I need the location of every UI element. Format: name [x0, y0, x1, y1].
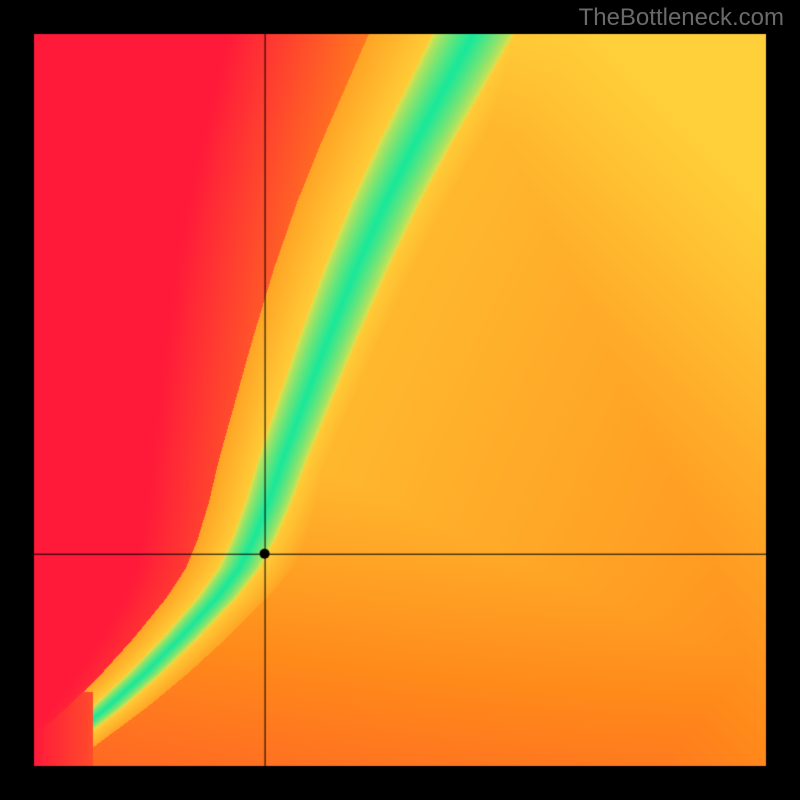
watermark-text: TheBottleneck.com — [579, 4, 784, 32]
bottleneck-heatmap — [0, 0, 800, 800]
